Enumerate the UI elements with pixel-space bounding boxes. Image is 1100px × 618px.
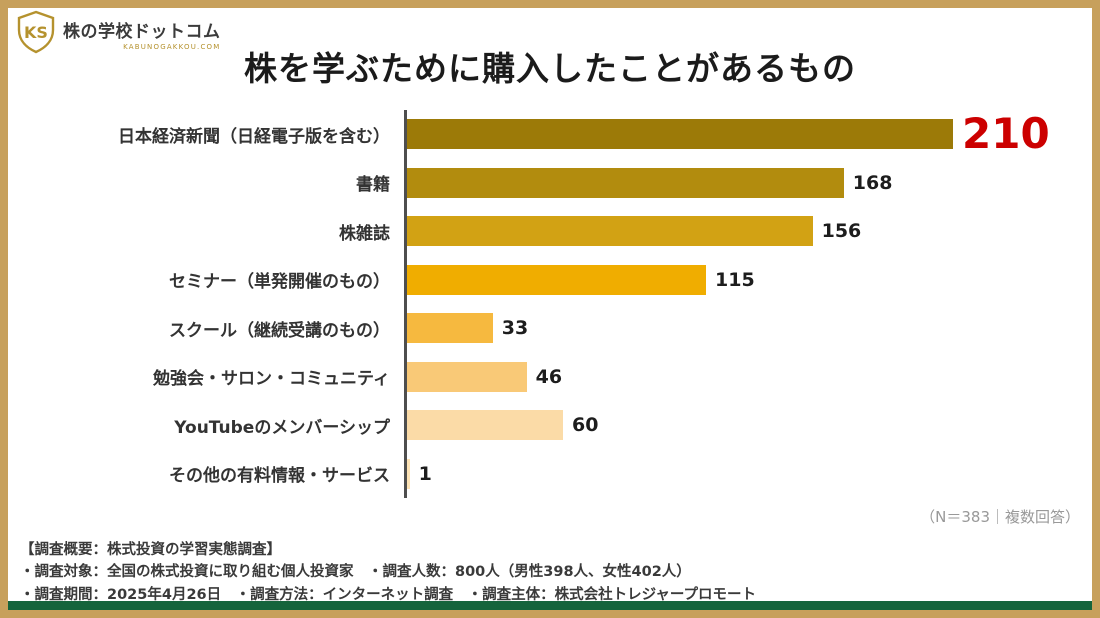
header: KS 株の学校ドットコム KABUNOGAKKOU.COM 株を学ぶために購入し… [8,8,1092,90]
plot-area: 115 [404,255,1092,304]
plot-area: 46 [404,352,1092,401]
value-label: 168 [852,171,893,194]
chart-row: 日本経済新聞（日経電子版を含む） 210 [8,110,1092,159]
bar [407,361,527,392]
bar [407,119,953,150]
chart-row: 書籍 168 [8,158,1092,207]
category-label: セミナー（単発開催のもの） [169,272,390,293]
chart-row: YouTubeのメンバーシップ 60 [8,401,1092,450]
plot-area: 168 [404,158,1092,207]
brand-text: 株の学校ドットコム KABUNOGAKKOU.COM [63,17,221,51]
category-label: その他の有料情報・サービス [169,466,390,487]
value-label: 46 [535,365,563,388]
chart-row: 株雑誌 156 [8,207,1092,256]
value-label: 1 [418,462,432,485]
chart-row: スクール（継続受講のもの） 33 [8,304,1092,353]
brand-name: 株の学校ドットコム [63,22,221,42]
survey-summary-line1: 【調査概要：株式投資の学習実態調査】 [20,542,281,558]
shield-monogram-icon: KS [16,10,56,58]
sample-note: （N＝383｜複数回答） [920,508,1080,526]
survey-summary-line2: ・調査対象：全国の株式投資に取り組む個人投資家 ・調査人数：800人（男性398… [20,564,691,581]
chart-rows: 日本経済新聞（日経電子版を含む） 210 書籍 168 株雑誌 156 セミナー（単発開催の… [8,110,1092,498]
survey-summary: 【調査概要：株式投資の学習実態調査】 ・調査対象：全国の株式投資に取り組む個人投… [8,539,1092,606]
category-label: スクール（継続受講のもの） [169,320,390,341]
plot-area: 156 [404,207,1092,256]
plot-area: 33 [404,304,1092,353]
value-label: 60 [572,414,599,437]
bar [407,410,563,441]
bar [407,458,410,489]
bar [407,313,493,344]
category-label: 株雑誌 [339,223,390,244]
survey-summary-line3: ・調査期間：2025年4月26日 ・調査方法：インターネット調査 ・調査主体：株… [20,586,757,603]
bottom-accent-strip [8,601,1092,610]
chart-row: その他の有料情報・サービス 1 [8,449,1092,498]
category-label: 勉強会・サロン・コミュニティ [153,369,390,390]
brand-logo: KS 株の学校ドットコム KABUNOGAKKOU.COM [16,10,221,58]
value-label: 210 [962,109,1050,159]
brand-domain: KABUNOGAKKOU.COM [123,43,221,51]
bar [407,167,844,198]
chart-row: 勉強会・サロン・コミュニティ 46 [8,352,1092,401]
bar [407,264,706,295]
chart-row: セミナー（単発開催のもの） 115 [8,255,1092,304]
plot-area: 210 [404,110,1092,159]
bar-chart: 日本経済新聞（日経電子版を含む） 210 書籍 168 株雑誌 156 セミナー（単発開催の… [8,110,1092,498]
value-label: 156 [821,220,862,243]
category-label: YouTubeのメンバーシップ [174,417,390,438]
category-label: 書籍 [356,175,390,196]
value-label: 115 [715,268,755,291]
plot-area: 1 [404,449,1092,498]
plot-area: 60 [404,401,1092,450]
svg-text:KS: KS [24,23,48,42]
category-label: 日本経済新聞（日経電子版を含む） [118,126,390,147]
bar [407,216,813,247]
page-title: 株を学ぶために購入したことがあるもの [244,49,856,88]
value-label: 33 [501,317,529,340]
